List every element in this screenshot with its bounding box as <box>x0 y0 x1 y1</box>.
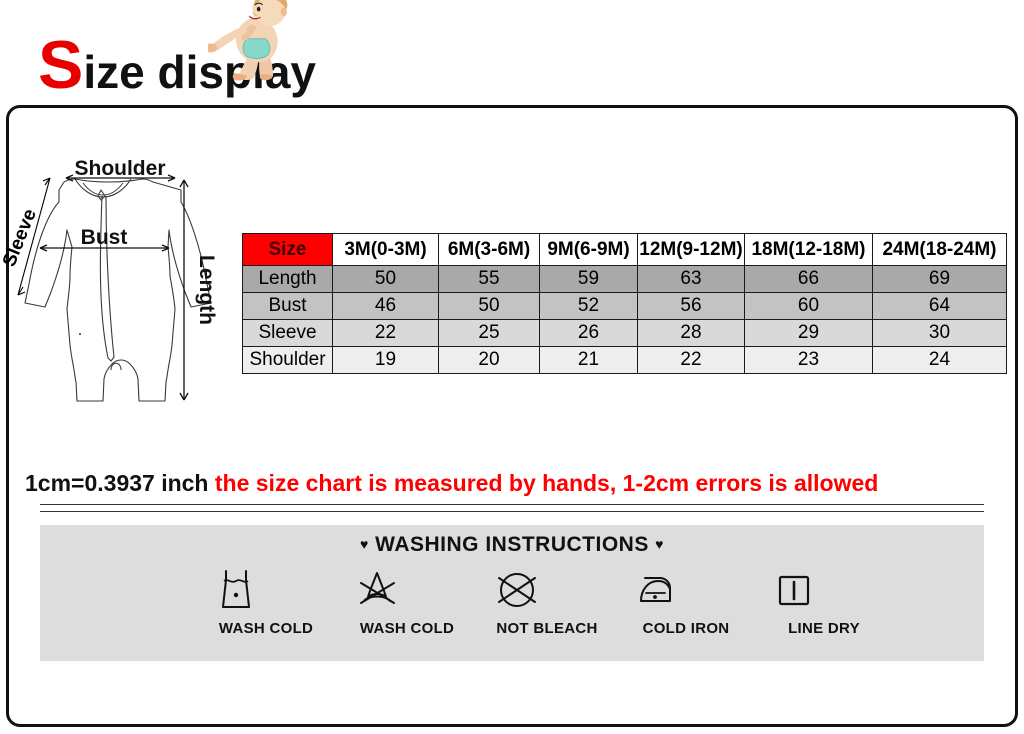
svg-text:Shoulder: Shoulder <box>74 160 165 180</box>
svg-text:Bust: Bust <box>81 226 128 249</box>
svg-text:Length: Length <box>195 255 218 325</box>
svg-text:Sleeve: Sleeve <box>0 206 41 270</box>
